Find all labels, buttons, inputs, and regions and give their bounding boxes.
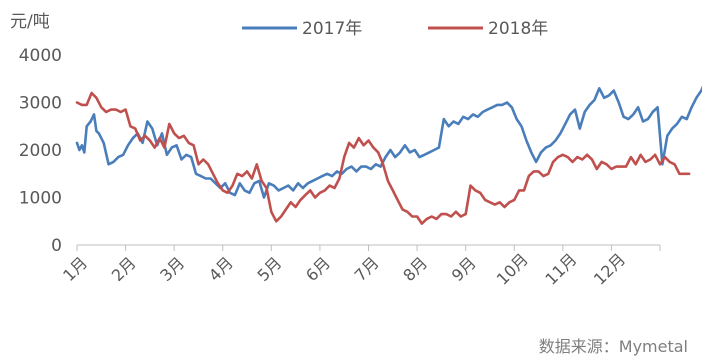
x-tick-label: 6月 bbox=[302, 253, 334, 285]
x-tick-label: 8月 bbox=[399, 253, 431, 285]
x-tick-label: 11月 bbox=[541, 250, 580, 289]
x-tick-label: 7月 bbox=[351, 253, 383, 285]
y-tick-label: 3000 bbox=[19, 94, 62, 114]
legend-label: 2018年 bbox=[488, 19, 548, 39]
y-tick-label: 1000 bbox=[19, 189, 62, 209]
x-tick-label: 9月 bbox=[448, 253, 480, 285]
x-axis: 1月 2月 3月 4月 5月 6月 7月 8月 9月 10月 11月 12月 bbox=[59, 244, 661, 289]
source-note: 数据来源：Mymetal bbox=[539, 337, 688, 356]
x-tick-label: 1月 bbox=[59, 253, 91, 285]
series-layer bbox=[75, 85, 702, 225]
series-line-2 bbox=[75, 91, 691, 225]
y-axis: 0 1000 2000 3000 4000 bbox=[19, 46, 62, 256]
y-tick-label: 0 bbox=[51, 236, 62, 256]
x-tick-label: 3月 bbox=[156, 253, 188, 285]
y-tick-label: 4000 bbox=[19, 46, 62, 66]
legend-label: 2017年 bbox=[302, 19, 362, 39]
x-tick-label: 12月 bbox=[590, 250, 629, 289]
x-tick-label: 2月 bbox=[108, 253, 140, 285]
y-unit-label: 元/吨 bbox=[10, 12, 50, 32]
x-tick-label: 5月 bbox=[253, 253, 285, 285]
legend: 2017年 2018年 bbox=[242, 19, 548, 39]
y-tick-label: 2000 bbox=[19, 141, 62, 161]
series-line-1 bbox=[75, 85, 702, 199]
x-tick-label: 4月 bbox=[205, 253, 237, 285]
x-tick-label: 10月 bbox=[493, 250, 532, 289]
